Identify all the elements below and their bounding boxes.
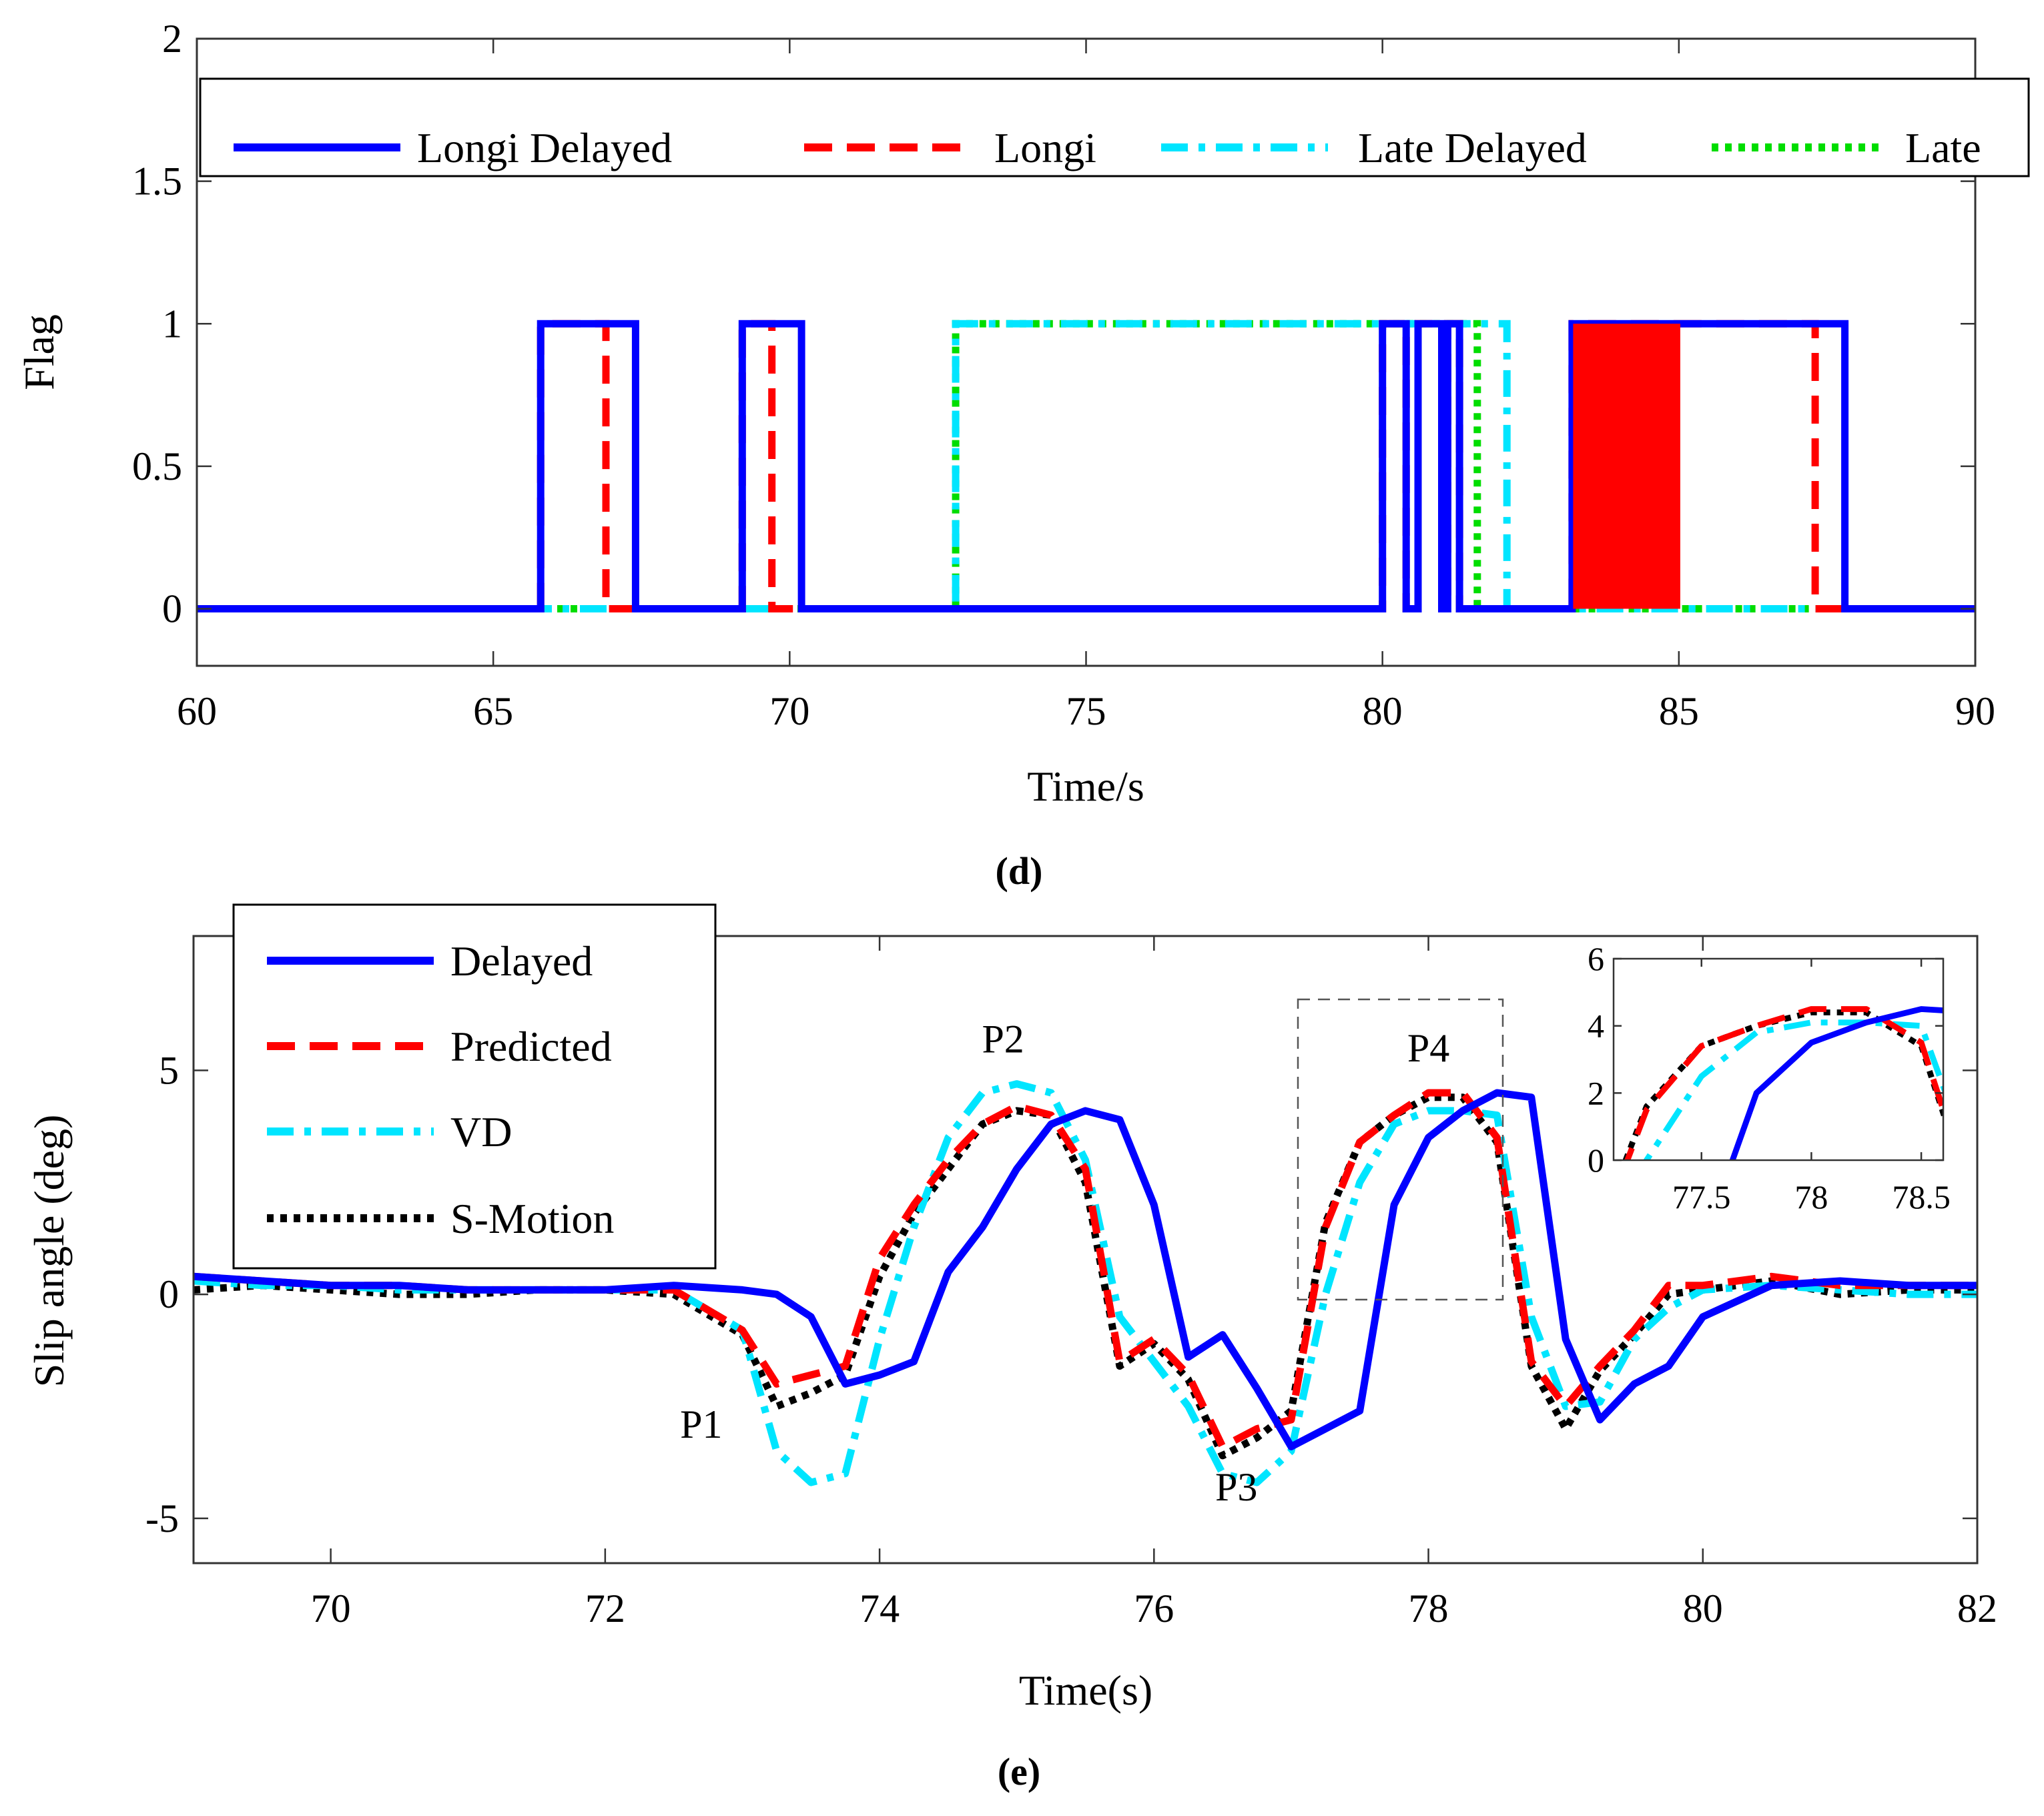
inset-ytick-label: 4 bbox=[1588, 1007, 1604, 1045]
panel-d-legend: Longi Delayed Longi Late Delayed Late bbox=[199, 77, 2030, 177]
legend-label-vd: VD bbox=[450, 1108, 512, 1156]
panel-d-xtick-label: 60 bbox=[177, 689, 217, 733]
panel-e-ytick-label: -5 bbox=[145, 1496, 179, 1540]
panel-e-ytick-label: 0 bbox=[159, 1272, 179, 1316]
legend-item-longi: Longi bbox=[804, 124, 1096, 171]
panel-e-xlabel: Time(s) bbox=[1019, 1667, 1152, 1714]
series-longi-dense-toggle bbox=[1573, 324, 1680, 609]
panel-e-ticks: 70 72 74 76 78 80 82 -5 0 5 bbox=[145, 936, 1997, 1631]
legend-item-late: Late bbox=[1712, 124, 1981, 171]
panel-d-legend-box bbox=[199, 77, 2030, 177]
panel-e: 70 72 74 76 78 80 82 -5 0 5 P1 P2 P3 P4 Slip angle (… bbox=[25, 903, 1997, 1793]
inset-xtick-label: 78.5 bbox=[1892, 1178, 1951, 1216]
series-late bbox=[197, 320, 1975, 612]
panel-d-ytick-label: 2 bbox=[162, 17, 182, 61]
legend-label-late-delayed: Late Delayed bbox=[1358, 124, 1587, 171]
legend-item-vd: VD bbox=[267, 1108, 512, 1156]
panel-d-ytick-label: 0 bbox=[162, 587, 182, 631]
inset-series-delayed bbox=[1729, 1006, 1943, 1160]
panel-e-xtick-label: 70 bbox=[311, 1586, 351, 1631]
legend-label-s-motion: S-Motion bbox=[450, 1195, 614, 1242]
panel-d-caption: (d) bbox=[996, 849, 1043, 893]
inset-background bbox=[1614, 959, 1943, 1160]
series-predicted bbox=[194, 1089, 1977, 1450]
legend-label-predicted: Predicted bbox=[450, 1023, 612, 1070]
panel-e-caption: (e) bbox=[998, 1750, 1040, 1793]
inset-ytick-label: 0 bbox=[1588, 1142, 1604, 1179]
series-longi bbox=[197, 320, 1975, 612]
inset-frame bbox=[1612, 957, 1945, 1162]
inset-ytick-label: 6 bbox=[1588, 940, 1604, 977]
panel-e-ylabel: Slip angle (deg) bbox=[25, 1115, 73, 1388]
inset-xtick-label: 78 bbox=[1794, 1178, 1828, 1216]
panel-e-xtick-label: 74 bbox=[860, 1586, 900, 1631]
legend-item-delayed: Delayed bbox=[267, 937, 593, 985]
legend-label-delayed: Delayed bbox=[450, 937, 593, 985]
panel-e-xtick-label: 80 bbox=[1683, 1586, 1723, 1631]
panel-d-ytick-label: 1 bbox=[162, 302, 182, 346]
panel-e-xtick-label: 82 bbox=[1957, 1586, 1997, 1631]
inset-ytick-label: 2 bbox=[1588, 1074, 1604, 1111]
panel-e-plot-frame bbox=[192, 935, 1979, 1564]
panel-e-xtick-label: 72 bbox=[585, 1586, 625, 1631]
panel-e-series-layer bbox=[194, 1080, 1977, 1486]
series-longi-delayed bbox=[197, 320, 1975, 612]
panel-d-ticks: 60 65 70 75 80 85 90 0 0.5 1 1.5 2 bbox=[132, 17, 1995, 733]
panel-d-xtick-label: 80 bbox=[1363, 689, 1403, 733]
panel-e-legend: Delayed Predicted VD S-Motion bbox=[232, 903, 717, 1270]
panel-d-xtick-label: 70 bbox=[769, 689, 809, 733]
panel-e-zoom-box bbox=[1297, 998, 1504, 1301]
inset-ticks: 77.5 78 78.5 0 2 4 6 bbox=[1588, 940, 1951, 1216]
annotation-p1: P1 bbox=[680, 1402, 722, 1446]
annotation-p3: P3 bbox=[1215, 1465, 1257, 1509]
panel-d-ytick-label: 0.5 bbox=[132, 444, 182, 488]
panel-d-xtick-label: 85 bbox=[1659, 689, 1699, 733]
panel-e-xtick-label: 78 bbox=[1409, 1586, 1449, 1631]
panel-e-ytick-label: 5 bbox=[159, 1048, 179, 1092]
panel-d-ylabel: Flag bbox=[15, 314, 63, 390]
series-delayed bbox=[194, 1089, 1977, 1450]
panel-e-legend-box bbox=[232, 903, 717, 1270]
panel-d-xtick-label: 90 bbox=[1955, 689, 1995, 733]
legend-item-late-delayed: Late Delayed bbox=[1161, 124, 1587, 171]
inset-series-predicted bbox=[1624, 1006, 1943, 1160]
annotation-p2: P2 bbox=[982, 1017, 1024, 1061]
inset-series-vd bbox=[1643, 1019, 1943, 1160]
series-late-delayed bbox=[197, 320, 1975, 612]
panel-d-xlabel: Time/s bbox=[1027, 763, 1144, 810]
inset-series-layer bbox=[1622, 1006, 1943, 1160]
inset-xtick-label: 77.5 bbox=[1672, 1178, 1731, 1216]
legend-item-s-motion: S-Motion bbox=[267, 1195, 614, 1242]
panel-d-xtick-label: 65 bbox=[473, 689, 513, 733]
legend-item-predicted: Predicted bbox=[267, 1023, 612, 1070]
inset-series-s-motion bbox=[1622, 1009, 1943, 1160]
legend-label-longi: Longi bbox=[994, 124, 1096, 171]
panel-d-ytick-label: 1.5 bbox=[132, 159, 182, 203]
panel-e-inset: 77.5 78 78.5 0 2 4 6 bbox=[1588, 940, 1951, 1216]
legend-label-late: Late bbox=[1905, 124, 1981, 171]
annotation-p4: P4 bbox=[1407, 1026, 1449, 1070]
legend-item-longi-delayed: Longi Delayed bbox=[234, 124, 672, 171]
panel-e-xtick-label: 76 bbox=[1134, 1586, 1174, 1631]
panel-d-series-layer bbox=[197, 320, 1975, 612]
legend-label-longi-delayed: Longi Delayed bbox=[417, 124, 672, 171]
panel-e-annotations: P1 P2 P3 P4 bbox=[680, 1017, 1449, 1509]
panel-d-xtick-label: 75 bbox=[1066, 689, 1106, 733]
